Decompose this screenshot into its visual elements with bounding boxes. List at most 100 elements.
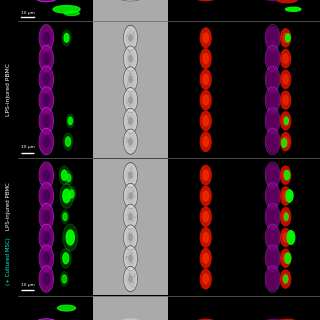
Circle shape: [63, 213, 67, 220]
Circle shape: [283, 137, 288, 147]
Circle shape: [40, 88, 53, 112]
Circle shape: [283, 171, 288, 180]
Circle shape: [127, 190, 134, 202]
Circle shape: [63, 133, 73, 150]
Circle shape: [283, 33, 288, 43]
Circle shape: [266, 109, 279, 132]
Circle shape: [284, 213, 288, 220]
Circle shape: [264, 319, 284, 320]
Circle shape: [203, 116, 209, 126]
Circle shape: [129, 234, 132, 241]
Text: LPS-injured PBMC: LPS-injured PBMC: [6, 63, 11, 116]
Circle shape: [40, 226, 53, 249]
Circle shape: [67, 174, 71, 182]
Circle shape: [281, 132, 291, 151]
Text: (+ Cultured MSC): (+ Cultured MSC): [6, 237, 11, 285]
Circle shape: [196, 319, 215, 320]
Circle shape: [124, 47, 137, 70]
Circle shape: [200, 28, 211, 48]
Circle shape: [37, 0, 55, 2]
Circle shape: [127, 135, 134, 148]
Circle shape: [43, 232, 49, 243]
Circle shape: [282, 139, 286, 148]
Circle shape: [43, 115, 49, 126]
Circle shape: [129, 213, 132, 220]
Circle shape: [124, 247, 137, 269]
Circle shape: [281, 208, 291, 226]
Circle shape: [129, 35, 132, 41]
Circle shape: [60, 184, 73, 208]
Circle shape: [283, 233, 288, 242]
Circle shape: [200, 49, 211, 68]
Circle shape: [287, 231, 295, 244]
Circle shape: [127, 273, 134, 285]
Circle shape: [127, 115, 134, 127]
Circle shape: [127, 32, 134, 44]
Circle shape: [281, 29, 291, 47]
Circle shape: [266, 268, 279, 290]
Circle shape: [203, 74, 209, 84]
Circle shape: [266, 27, 279, 49]
Circle shape: [281, 228, 291, 246]
Circle shape: [62, 275, 67, 283]
Circle shape: [200, 248, 211, 268]
Circle shape: [283, 54, 288, 63]
Circle shape: [283, 253, 288, 263]
Circle shape: [43, 74, 49, 85]
Circle shape: [63, 189, 70, 203]
Circle shape: [129, 97, 132, 103]
Circle shape: [283, 75, 288, 84]
Circle shape: [43, 190, 49, 202]
Circle shape: [266, 68, 279, 91]
Circle shape: [63, 253, 69, 264]
Circle shape: [200, 269, 211, 289]
Circle shape: [283, 191, 288, 201]
Circle shape: [283, 116, 288, 126]
Circle shape: [43, 136, 49, 147]
Circle shape: [58, 305, 76, 311]
Circle shape: [66, 230, 74, 245]
Circle shape: [68, 187, 76, 201]
Circle shape: [120, 319, 141, 320]
Circle shape: [127, 73, 134, 86]
Circle shape: [200, 186, 211, 206]
Circle shape: [120, 0, 141, 1]
Circle shape: [266, 89, 279, 111]
Circle shape: [64, 34, 69, 42]
Circle shape: [284, 117, 288, 124]
Circle shape: [284, 275, 288, 283]
Circle shape: [266, 247, 279, 269]
Circle shape: [43, 170, 49, 181]
Circle shape: [40, 130, 53, 154]
Circle shape: [65, 171, 73, 185]
Circle shape: [61, 210, 69, 224]
Circle shape: [129, 76, 132, 83]
Circle shape: [43, 94, 49, 106]
Circle shape: [277, 0, 297, 3]
Circle shape: [40, 47, 53, 70]
Circle shape: [40, 246, 53, 270]
Circle shape: [203, 212, 209, 222]
Circle shape: [60, 248, 71, 268]
Circle shape: [129, 55, 132, 62]
Circle shape: [266, 164, 279, 187]
Circle shape: [203, 170, 209, 180]
Circle shape: [124, 185, 137, 207]
Circle shape: [200, 132, 211, 151]
Circle shape: [281, 50, 291, 68]
Circle shape: [203, 53, 209, 64]
Circle shape: [37, 319, 55, 320]
Circle shape: [285, 7, 301, 11]
Text: 10 μm: 10 μm: [21, 283, 35, 286]
Circle shape: [129, 118, 132, 124]
Text: 10 μm: 10 μm: [21, 145, 35, 149]
Circle shape: [284, 171, 290, 180]
Circle shape: [65, 137, 71, 147]
Circle shape: [203, 253, 209, 263]
Circle shape: [124, 89, 137, 111]
Circle shape: [40, 267, 53, 291]
Circle shape: [200, 207, 211, 227]
Circle shape: [63, 224, 78, 251]
Circle shape: [203, 95, 209, 105]
Circle shape: [68, 117, 72, 125]
